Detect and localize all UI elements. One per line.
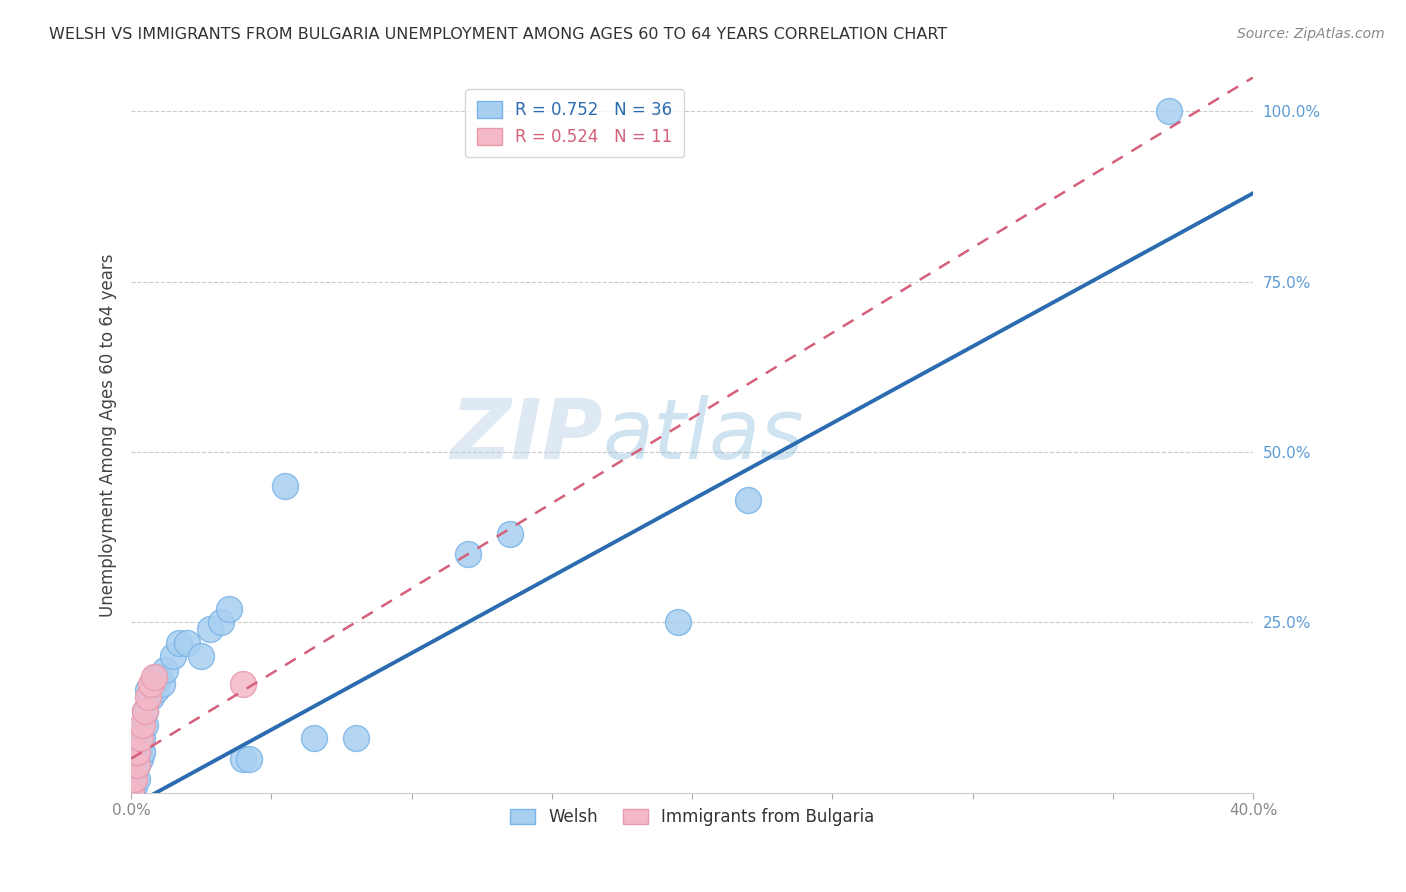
- Point: [136, 690, 159, 705]
- Point: [218, 601, 240, 615]
- Point: [167, 636, 190, 650]
- Y-axis label: Unemployment Among Ages 60 to 64 years: Unemployment Among Ages 60 to 64 years: [100, 253, 117, 616]
- Point: [737, 492, 759, 507]
- Text: ZIP: ZIP: [450, 394, 602, 475]
- Point: [134, 704, 156, 718]
- Point: [139, 676, 162, 690]
- Point: [145, 670, 167, 684]
- Point: [125, 772, 148, 786]
- Point: [145, 683, 167, 698]
- Point: [131, 731, 153, 746]
- Text: Source: ZipAtlas.com: Source: ZipAtlas.com: [1237, 27, 1385, 41]
- Point: [198, 622, 221, 636]
- Text: atlas: atlas: [602, 394, 804, 475]
- Point: [134, 717, 156, 731]
- Point: [128, 751, 150, 765]
- Point: [150, 676, 173, 690]
- Point: [499, 526, 522, 541]
- Point: [274, 479, 297, 493]
- Text: WELSH VS IMMIGRANTS FROM BULGARIA UNEMPLOYMENT AMONG AGES 60 TO 64 YEARS CORRELA: WELSH VS IMMIGRANTS FROM BULGARIA UNEMPL…: [49, 27, 948, 42]
- Point: [232, 751, 254, 765]
- Point: [232, 676, 254, 690]
- Point: [666, 615, 689, 630]
- Point: [176, 636, 198, 650]
- Point: [128, 731, 150, 746]
- Point: [148, 670, 170, 684]
- Point: [344, 731, 367, 746]
- Point: [190, 649, 212, 664]
- Point: [131, 745, 153, 759]
- Point: [153, 663, 176, 677]
- Point: [139, 690, 162, 705]
- Point: [125, 758, 148, 772]
- Point: [120, 786, 142, 800]
- Point: [136, 683, 159, 698]
- Legend: Welsh, Immigrants from Bulgaria: Welsh, Immigrants from Bulgaria: [502, 800, 883, 834]
- Point: [1157, 104, 1180, 119]
- Point: [128, 738, 150, 752]
- Point: [122, 772, 145, 786]
- Point: [134, 704, 156, 718]
- Point: [122, 772, 145, 786]
- Point: [125, 745, 148, 759]
- Point: [209, 615, 232, 630]
- Point: [122, 779, 145, 793]
- Point: [120, 786, 142, 800]
- Point: [131, 717, 153, 731]
- Point: [142, 676, 165, 690]
- Point: [162, 649, 184, 664]
- Point: [142, 670, 165, 684]
- Point: [238, 751, 260, 765]
- Point: [302, 731, 325, 746]
- Point: [125, 758, 148, 772]
- Point: [457, 547, 479, 561]
